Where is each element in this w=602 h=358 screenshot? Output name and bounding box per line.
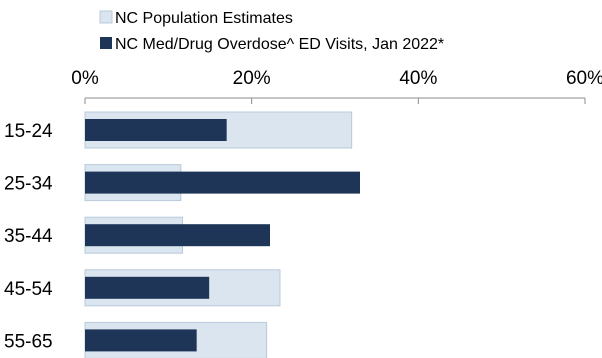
x-tick-label: 0% <box>71 68 99 89</box>
x-tick-label: 60% <box>566 68 602 89</box>
bars <box>84 111 360 358</box>
x-tick-label: 20% <box>233 68 271 89</box>
bar-overdose <box>85 119 227 141</box>
legend-swatch-overdose <box>100 37 112 49</box>
legend-swatch-population <box>99 10 113 24</box>
legend-label-population: NC Population Estimates <box>115 10 293 27</box>
bar-overdose <box>85 329 197 352</box>
bar-overdose <box>85 276 210 299</box>
bar-overdose <box>85 171 360 194</box>
category-label: 45-54 <box>4 279 53 300</box>
category-labels: 15-24 25-34 35-44 45-54 55-65 <box>4 121 53 352</box>
x-axis: 0% 20% 40% 60% <box>71 68 602 104</box>
bar-overdose <box>85 224 270 247</box>
category-label: 25-34 <box>4 174 53 195</box>
x-tick-label: 40% <box>399 68 437 89</box>
legend-label-overdose: NC Med/Drug Overdose^ ED Visits, Jan 202… <box>115 36 444 53</box>
category-label: 55-65 <box>4 331 53 352</box>
category-label: 15-24 <box>4 121 53 142</box>
category-label: 35-44 <box>4 226 53 247</box>
legend: NC Population Estimates NC Med/Drug Over… <box>99 10 444 53</box>
